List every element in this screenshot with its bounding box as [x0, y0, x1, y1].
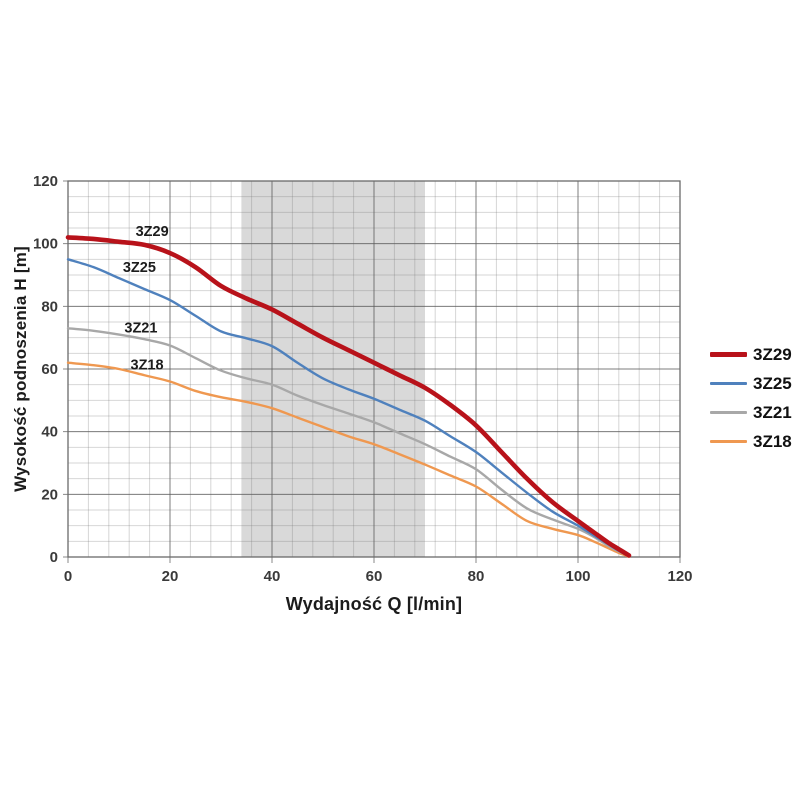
y-axis-title: Wysokość podnoszenia H [m] [11, 246, 30, 492]
chart-legend: 3Z29 3Z25 3Z21 3Z18 [710, 340, 792, 456]
x-tick-label: 0 [64, 568, 72, 585]
legend-item-3Z25: 3Z25 [710, 369, 792, 398]
y-tick-label: 20 [41, 486, 58, 503]
y-tick-label: 40 [41, 424, 58, 441]
curve-3Z18 [66, 361, 631, 558]
y-tick-label: 100 [33, 236, 58, 253]
curve-label-3Z25: 3Z25 [123, 260, 156, 276]
legend-item-3Z29: 3Z29 [710, 340, 792, 369]
x-tick-label: 120 [667, 568, 692, 585]
legend-label-3Z25: 3Z25 [753, 374, 792, 393]
curve-label-3Z29: 3Z29 [136, 224, 169, 240]
x-tick-label: 60 [366, 568, 383, 585]
legend-item-3Z18: 3Z18 [710, 427, 792, 456]
legend-label-3Z29: 3Z29 [753, 345, 792, 364]
x-tick-label: 80 [468, 568, 485, 585]
y-tick-label: 80 [41, 298, 58, 315]
legend-swatch-3Z25 [710, 382, 747, 385]
y-tick-label: 60 [41, 361, 58, 378]
legend-swatch-3Z18 [710, 440, 747, 443]
legend-label-3Z18: 3Z18 [753, 432, 792, 451]
y-tick-label: 120 [33, 173, 58, 190]
curve-label-3Z21: 3Z21 [124, 321, 157, 337]
legend-swatch-3Z29 [710, 352, 747, 357]
y-tick-label: 0 [50, 549, 58, 566]
plot-frame [67, 180, 681, 558]
legend-swatch-3Z21 [710, 411, 747, 414]
tick-labels: 0 20 40 60 80 100 120 0 20 40 60 80 100 120 [33, 173, 693, 585]
legend-item-3Z21: 3Z21 [710, 398, 792, 427]
curve-label-3Z18: 3Z18 [131, 357, 164, 373]
x-axis-title: Wydajność Q [l/min] [285, 594, 463, 614]
x-tick-label: 20 [162, 568, 179, 585]
legend-label-3Z21: 3Z21 [753, 403, 792, 422]
x-tick-label: 40 [264, 568, 281, 585]
x-tick-label: 100 [565, 568, 590, 585]
curve-3Z21 [66, 327, 631, 558]
curve-3Z29 [65, 235, 632, 558]
curve-3Z25 [66, 258, 631, 557]
